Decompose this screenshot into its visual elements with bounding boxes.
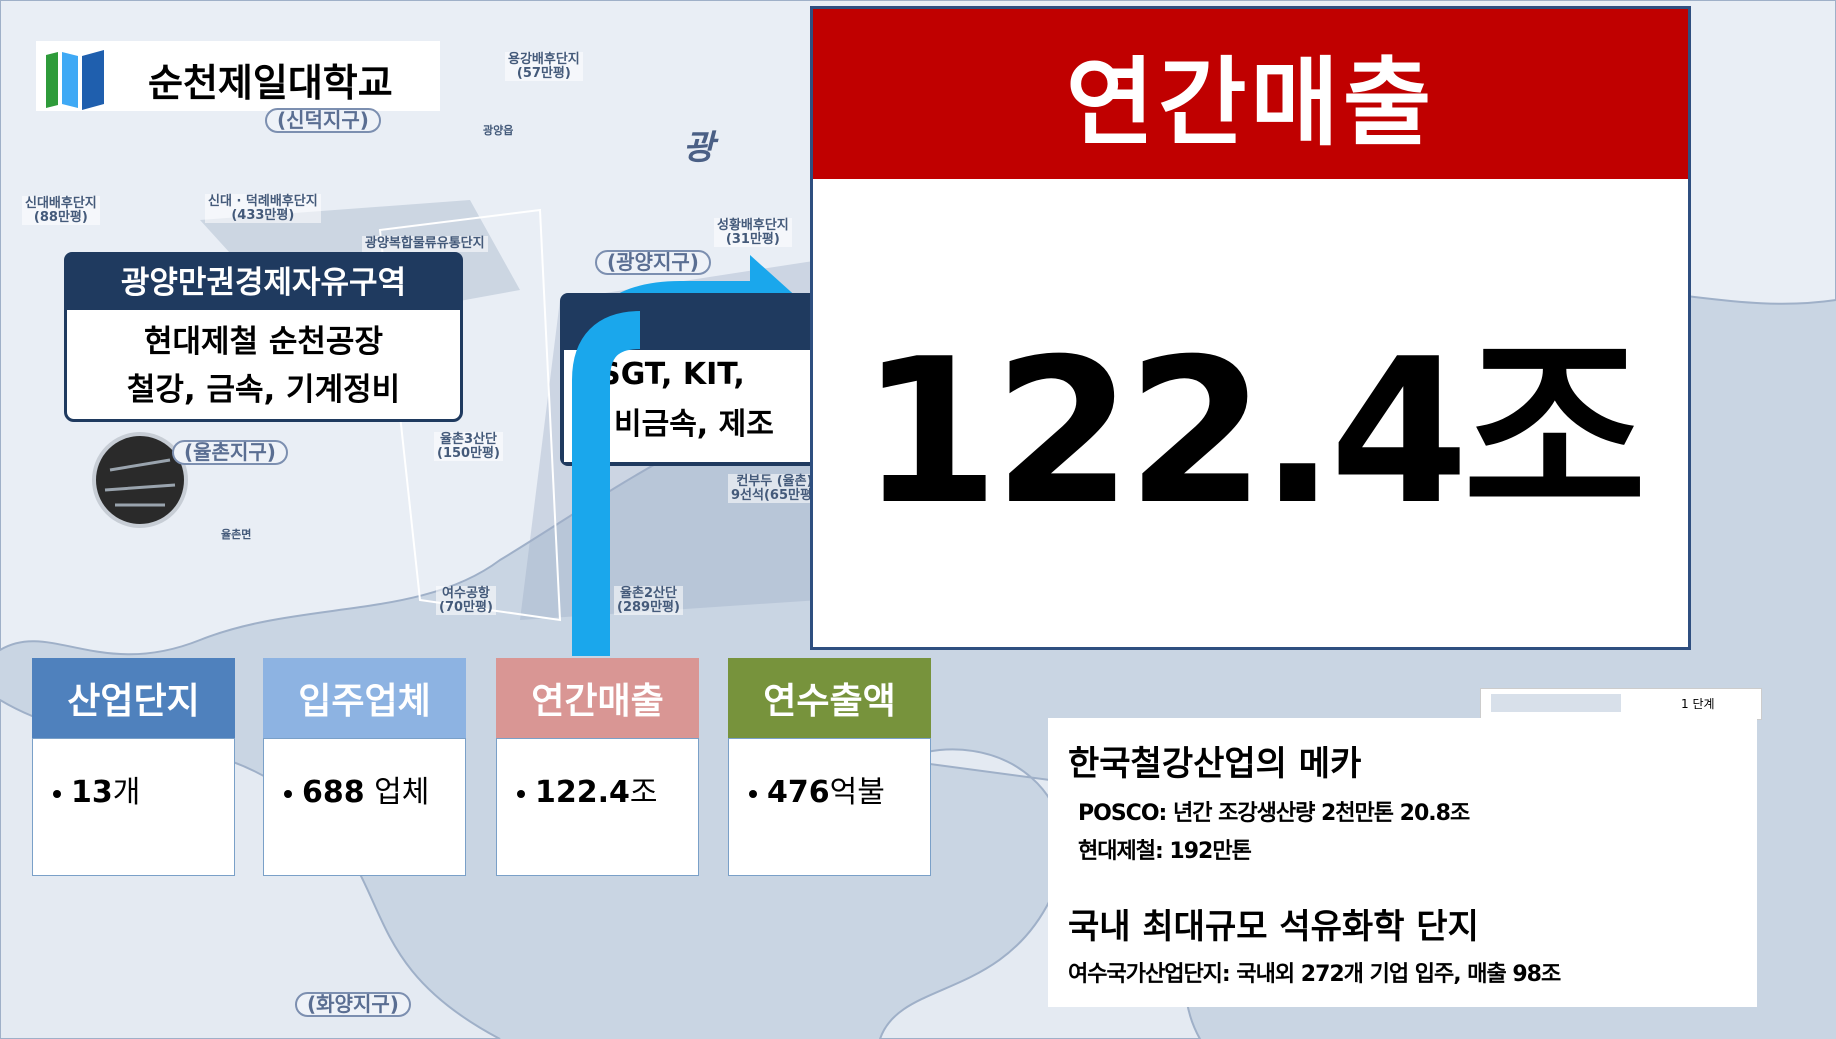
info-heading: 한국철강산업의 메카 — [1068, 736, 1737, 785]
legend-swatch — [1491, 694, 1621, 712]
info-line: 여수국가산업단지: 국내외 272개 기업 입주, 매출 98조 — [1068, 956, 1737, 988]
bullet — [517, 790, 525, 798]
tile-unit: 조 — [630, 775, 658, 810]
tile-number: 688 — [302, 775, 365, 810]
info-box: 한국철강산업의 메카 POSCO: 년간 조강생산량 2천만톤 20.8조 현대… — [1048, 718, 1757, 1007]
legend-label: 1 단계 — [1681, 695, 1715, 712]
tile-header: 산업단지 — [32, 658, 235, 738]
tile-body: 122.4조 — [496, 738, 699, 876]
tile-body: 476억불 — [728, 738, 931, 876]
tile-body: 13개 — [32, 738, 235, 876]
popup-title: 연간매출 — [813, 9, 1688, 179]
tile-unit: 업체 — [365, 775, 430, 810]
tile-unit: 개 — [113, 775, 141, 810]
bullet — [53, 790, 61, 798]
tile-unit: 억불 — [830, 775, 885, 810]
tile-number: 13 — [71, 775, 113, 810]
info-line: 현대제철: 192만톤 — [1068, 833, 1737, 865]
popup-value: 122.4조 — [813, 179, 1688, 649]
tile-number: 476 — [767, 775, 830, 810]
tile-number: 122.4 — [535, 775, 630, 810]
tile-header: 연간매출 — [496, 658, 699, 738]
tile-header: 연수출액 — [728, 658, 931, 738]
info-line: POSCO: 년간 조강생산량 2천만톤 20.8조 — [1068, 795, 1737, 827]
tile-header: 입주업체 — [263, 658, 466, 738]
popup: 연간매출 122.4조 — [810, 6, 1691, 650]
info-heading: 국내 최대규모 석유화학 단지 — [1068, 899, 1737, 948]
legend-box: 1 단계 — [1480, 688, 1762, 720]
slide: 순천제일대학교 용강배후단지(57만평)(신덕지구)광양읍신대배후단지(88만평… — [0, 0, 1836, 1039]
tile-body: 688 업체 — [263, 738, 466, 876]
bullet — [284, 790, 292, 798]
bullet — [749, 790, 757, 798]
